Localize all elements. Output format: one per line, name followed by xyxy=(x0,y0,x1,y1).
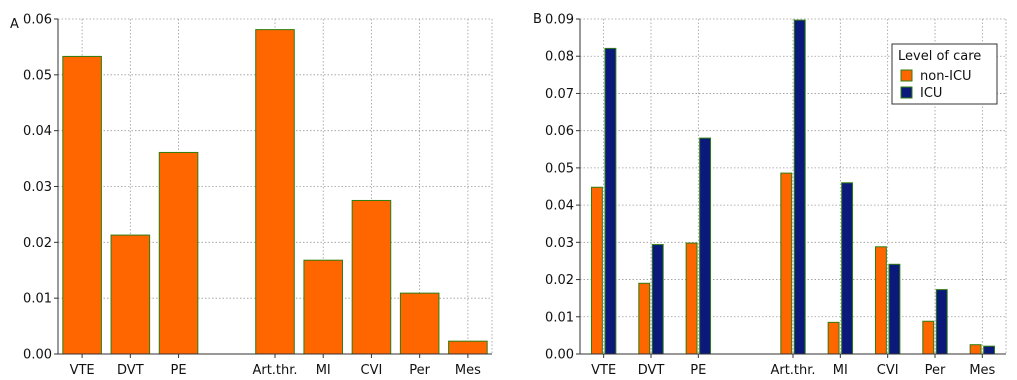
y-tick-label: 0.07 xyxy=(545,87,574,102)
y-tick-label: 0.06 xyxy=(23,13,52,28)
y-tick-label: 0.02 xyxy=(545,273,574,288)
legend: Level of care non-ICU ICU xyxy=(891,43,998,105)
x-tick-label: CVI xyxy=(361,363,383,378)
x-tick-label: Mes xyxy=(455,363,481,378)
y-tick-label: 0.06 xyxy=(545,124,574,139)
bar-icu-mes xyxy=(983,345,996,355)
y-tick-label: 0.03 xyxy=(545,236,574,251)
bar-per xyxy=(399,292,440,355)
y-tick-label: 0.05 xyxy=(23,68,52,83)
x-tick-label: DVT xyxy=(117,363,144,378)
y-tick-label: 0.03 xyxy=(23,180,52,195)
x-tick-label: PE xyxy=(171,363,187,378)
bar-vte xyxy=(62,55,102,355)
y-tick-label: 0.00 xyxy=(545,348,574,363)
x-tick-label: CVI xyxy=(877,363,899,378)
bar-icu-art-thr- xyxy=(793,19,806,355)
y-tick-label: 0.04 xyxy=(23,124,52,139)
bar-mi xyxy=(303,259,344,355)
legend-label-non-icu: non-ICU xyxy=(920,69,972,84)
bar-non-icu-vte xyxy=(590,186,603,355)
x-tick-label: Mes xyxy=(969,363,995,378)
bar-icu-mi xyxy=(841,182,854,355)
bar-non-icu-dvt xyxy=(638,282,651,355)
legend-label-icu: ICU xyxy=(920,86,942,101)
x-tick-label: DVT xyxy=(638,363,665,378)
bar-non-icu-art-thr- xyxy=(780,172,793,355)
panel-label: A xyxy=(10,17,19,32)
legend-title: Level of care xyxy=(898,49,981,64)
bar-icu-pe xyxy=(699,137,712,355)
chart-panel-a: A 0.00 0.01 0.02 0.03 0.04 0.05 0.06 VTE DVT PE Art… xyxy=(10,13,493,378)
bar-non-icu-pe xyxy=(685,242,698,355)
x-tick-label: Art.thr. xyxy=(770,363,815,378)
bar-pe xyxy=(158,151,199,355)
y-tick-label: 0.08 xyxy=(545,50,574,65)
bar-icu-dvt xyxy=(651,244,664,355)
bar-non-icu-mi xyxy=(827,321,840,355)
x-tick-label: Per xyxy=(925,363,946,378)
x-tick-label: VTE xyxy=(70,363,95,378)
y-tick-label: 0.09 xyxy=(545,13,574,28)
x-tick-label: MI xyxy=(316,363,331,378)
bar-icu-cvi xyxy=(888,263,901,355)
x-tick-label: PE xyxy=(690,363,706,378)
x-tick-label: VTE xyxy=(591,363,616,378)
bar-non-icu-cvi xyxy=(874,246,887,355)
y-tick-label: 0.00 xyxy=(23,348,52,363)
legend-swatch-non-icu xyxy=(900,69,913,82)
bar-icu-vte xyxy=(604,47,617,355)
bar-icu-per xyxy=(935,289,948,355)
y-tick-label: 0.02 xyxy=(23,236,52,251)
x-tick-label: Per xyxy=(409,363,430,378)
x-tick-label: MI xyxy=(833,363,848,378)
bar-art-thr- xyxy=(255,29,295,355)
bar-dvt xyxy=(110,234,151,355)
bar-mes xyxy=(448,340,488,355)
y-tick-label: 0.01 xyxy=(545,310,574,325)
y-tick-label: 0.04 xyxy=(545,199,574,214)
chart-panel-b: B 0.00 0.01 0.02 0.03 0.04 0.05 0.06 0.07 0.08 0.0… xyxy=(533,12,1007,378)
bar-non-icu-per xyxy=(922,320,935,355)
y-tick-label: 0.05 xyxy=(545,161,574,176)
legend-swatch-icu xyxy=(900,86,913,99)
bar-cvi xyxy=(351,199,392,355)
panel-label: B xyxy=(533,12,542,27)
y-tick-label: 0.01 xyxy=(23,292,52,307)
bar-non-icu-mes xyxy=(969,344,982,355)
x-tick-label: Art.thr. xyxy=(252,363,297,378)
